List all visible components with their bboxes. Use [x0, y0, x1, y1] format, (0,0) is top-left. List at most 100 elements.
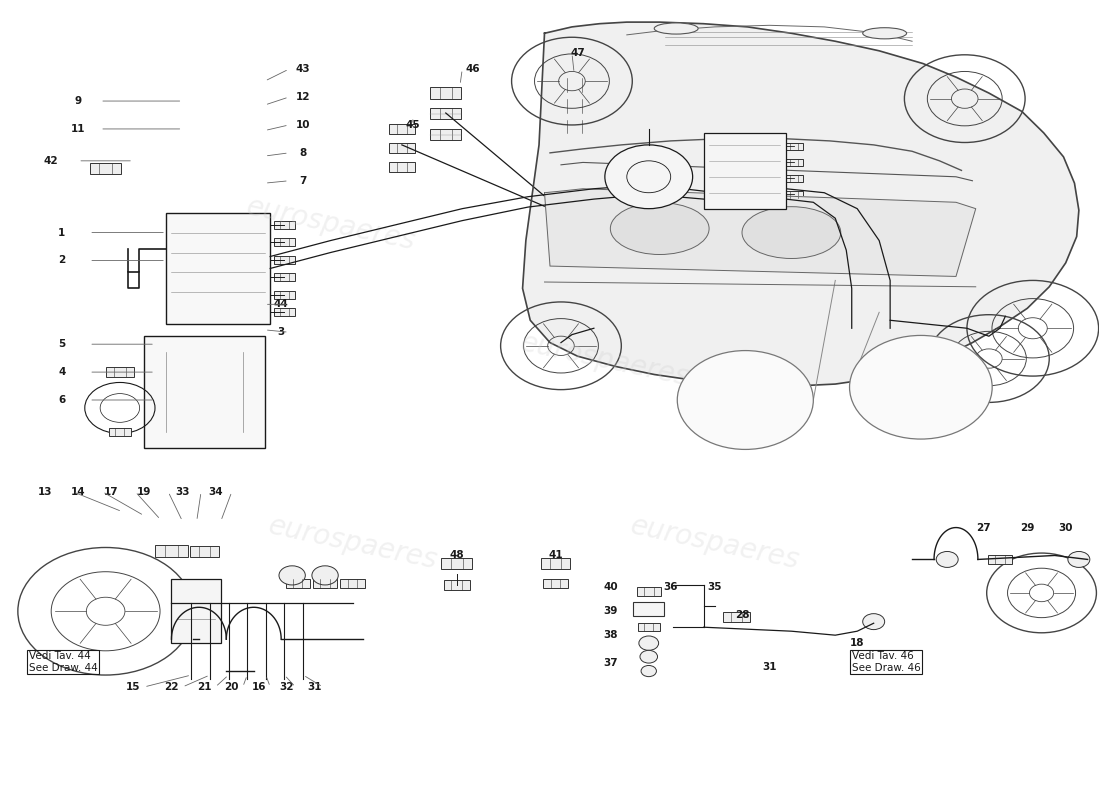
Text: 17: 17 — [103, 486, 119, 497]
Circle shape — [640, 650, 658, 663]
Bar — [891, 358, 911, 366]
Text: 42: 42 — [44, 156, 58, 166]
Circle shape — [279, 566, 306, 585]
Bar — [638, 623, 660, 631]
Bar — [274, 290, 296, 298]
Text: 11: 11 — [70, 124, 86, 134]
Bar — [388, 162, 415, 172]
Bar — [891, 374, 911, 382]
Text: Vedi Tav. 46
See Draw. 46: Vedi Tav. 46 See Draw. 46 — [851, 651, 921, 673]
Bar — [738, 399, 758, 406]
Circle shape — [641, 666, 657, 677]
Bar — [166, 213, 271, 324]
Text: 13: 13 — [39, 486, 53, 497]
Bar — [704, 133, 785, 209]
Bar — [388, 143, 415, 153]
Circle shape — [312, 566, 338, 585]
Bar — [543, 579, 568, 588]
Text: 33: 33 — [175, 486, 189, 497]
Bar — [716, 379, 736, 386]
Ellipse shape — [654, 23, 698, 34]
Bar — [556, 99, 593, 113]
Bar — [274, 238, 296, 246]
Text: 29: 29 — [1020, 522, 1034, 533]
Bar — [783, 143, 803, 150]
Text: 22: 22 — [164, 682, 178, 692]
Circle shape — [849, 335, 992, 439]
Text: 25: 25 — [900, 371, 914, 381]
Text: 4: 4 — [58, 367, 65, 377]
Circle shape — [936, 551, 958, 567]
Text: 14: 14 — [70, 486, 86, 497]
Bar — [430, 129, 461, 140]
Text: 45: 45 — [406, 120, 420, 130]
Bar — [637, 587, 661, 596]
Text: 21: 21 — [197, 682, 211, 692]
Text: 30: 30 — [1058, 522, 1072, 533]
Circle shape — [605, 145, 693, 209]
Bar — [340, 579, 364, 588]
Bar — [90, 163, 121, 174]
Bar — [443, 580, 470, 590]
Bar — [783, 159, 803, 166]
Text: 23: 23 — [900, 427, 914, 437]
Text: 6: 6 — [58, 395, 65, 405]
Bar — [634, 602, 664, 616]
Text: 5: 5 — [58, 339, 65, 349]
Bar — [286, 579, 310, 588]
Bar — [274, 256, 296, 264]
Polygon shape — [544, 189, 976, 277]
Text: 2: 2 — [58, 255, 65, 266]
Bar — [144, 336, 265, 448]
Bar — [274, 221, 296, 229]
Bar — [314, 579, 337, 588]
Text: eurospaeres: eurospaeres — [627, 512, 802, 575]
Bar — [172, 579, 221, 643]
Bar — [441, 558, 472, 569]
Text: 20: 20 — [224, 682, 239, 692]
Text: Vedi Tav. 44
See Draw. 44: Vedi Tav. 44 See Draw. 44 — [29, 651, 98, 673]
Polygon shape — [522, 22, 1079, 386]
Text: 19: 19 — [136, 486, 151, 497]
Text: 48: 48 — [450, 550, 464, 561]
Bar — [190, 546, 219, 557]
Text: 43: 43 — [296, 64, 310, 74]
Bar — [738, 412, 758, 419]
Text: 47: 47 — [570, 48, 585, 58]
Circle shape — [862, 614, 884, 630]
Text: 12: 12 — [727, 367, 741, 377]
Bar — [891, 404, 911, 411]
Text: 12: 12 — [296, 92, 310, 102]
Text: 32: 32 — [279, 682, 294, 692]
Bar — [556, 78, 593, 92]
Bar — [155, 546, 188, 558]
Bar — [430, 108, 461, 119]
Text: 31: 31 — [762, 662, 777, 672]
Ellipse shape — [610, 202, 710, 254]
Bar — [783, 190, 803, 198]
Text: 34: 34 — [208, 486, 222, 497]
Text: 11: 11 — [727, 391, 741, 401]
Bar — [988, 555, 1012, 564]
Text: 35: 35 — [707, 582, 722, 592]
Circle shape — [639, 636, 659, 650]
Text: 18: 18 — [850, 638, 865, 648]
Bar — [388, 124, 415, 134]
Text: 24: 24 — [754, 395, 768, 405]
Text: 9: 9 — [75, 96, 81, 106]
Text: 10: 10 — [296, 120, 310, 130]
Text: 39: 39 — [603, 606, 617, 616]
Text: 23: 23 — [754, 423, 768, 433]
Bar — [274, 274, 296, 282]
Text: 31: 31 — [307, 682, 321, 692]
Circle shape — [678, 350, 813, 450]
Text: 36: 36 — [663, 582, 678, 592]
Bar — [106, 367, 134, 378]
Text: 24: 24 — [900, 399, 914, 409]
Bar — [109, 428, 131, 436]
Ellipse shape — [742, 206, 840, 258]
Text: 40: 40 — [603, 582, 618, 592]
Ellipse shape — [862, 28, 906, 39]
Text: eurospaeres: eurospaeres — [243, 193, 418, 256]
Text: 27: 27 — [976, 522, 991, 533]
